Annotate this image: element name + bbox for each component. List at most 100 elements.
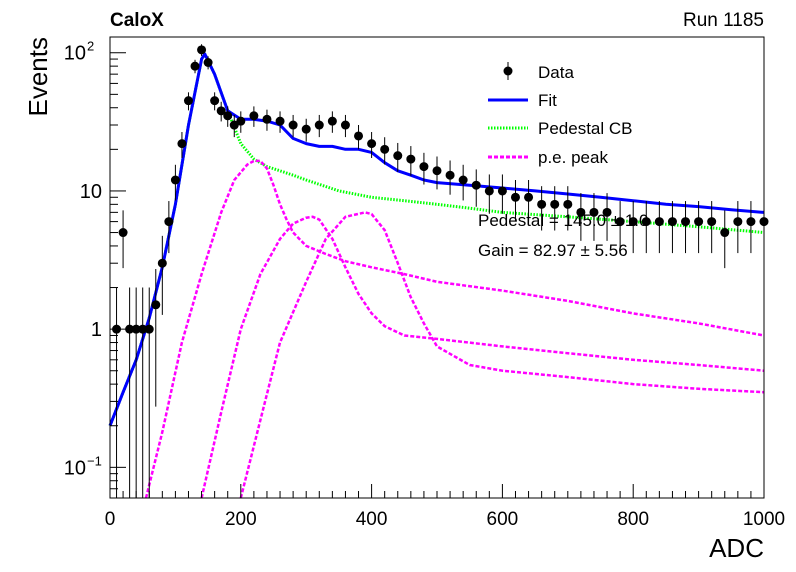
pe-peak-curve-1 <box>144 159 765 499</box>
data-marker <box>157 258 167 268</box>
data-marker <box>197 45 207 55</box>
data-point <box>628 201 638 254</box>
y-tick-label: 10 <box>64 43 86 65</box>
data-point <box>432 156 442 190</box>
data-point <box>654 201 664 254</box>
data-point <box>510 180 520 222</box>
data-marker <box>249 111 259 121</box>
data-point <box>203 56 213 70</box>
legend-data-marker <box>503 66 513 76</box>
data-marker <box>628 217 638 227</box>
x-tick-label: 800 <box>617 509 649 530</box>
data-marker <box>170 175 180 185</box>
x-tick-label: 600 <box>487 509 519 530</box>
pedestal-annotation: Pedestal = 145.0 ± 1.0 <box>478 211 648 230</box>
data-marker <box>497 186 507 196</box>
pe-peak-curve-3 <box>239 211 765 499</box>
data-point <box>380 137 390 165</box>
data-point <box>216 101 226 122</box>
data-point <box>112 287 122 498</box>
data-marker <box>367 139 377 149</box>
data-marker <box>419 162 429 172</box>
data-point <box>170 164 180 201</box>
data-marker <box>733 217 743 227</box>
data-point <box>249 106 259 127</box>
data-point <box>707 201 717 254</box>
data-point <box>641 201 651 254</box>
data-marker <box>406 154 416 164</box>
data-marker <box>681 217 691 227</box>
x-tick-label: 0 <box>105 509 116 530</box>
data-points-layer <box>112 44 769 498</box>
data-marker <box>484 186 494 196</box>
data-marker <box>471 180 481 190</box>
data-marker <box>210 96 220 106</box>
data-point <box>681 201 691 254</box>
data-marker <box>380 144 390 154</box>
data-point <box>497 174 507 214</box>
y-tick-label: 10 <box>80 181 102 203</box>
legend: Data Fit Pedestal CB p.e. peak <box>488 62 633 167</box>
data-marker <box>118 228 128 238</box>
data-marker <box>183 96 193 106</box>
data-marker <box>177 139 187 149</box>
data-point <box>197 44 207 56</box>
data-marker <box>236 116 246 126</box>
data-marker <box>288 120 298 130</box>
run-label: Run 1185 <box>683 10 764 31</box>
data-marker <box>151 300 161 310</box>
data-point <box>125 287 135 498</box>
data-point <box>314 114 324 138</box>
data-point <box>367 132 377 159</box>
data-point <box>262 109 272 131</box>
data-point <box>190 59 200 74</box>
x-tick-label: 1000 <box>743 509 785 530</box>
data-point <box>393 142 403 172</box>
data-point <box>340 114 350 138</box>
data-point <box>164 201 174 254</box>
data-point <box>746 201 756 254</box>
legend-label-pedestal: Pedestal CB <box>538 119 633 138</box>
data-marker <box>131 324 141 334</box>
data-point <box>550 186 560 231</box>
data-point <box>537 186 547 231</box>
data-point <box>563 186 573 231</box>
data-point <box>406 146 416 176</box>
y-tick-label: 1 <box>91 319 102 341</box>
data-point <box>301 118 311 142</box>
data-marker <box>707 217 717 227</box>
data-point <box>275 111 285 133</box>
gain-annotation: Gain = 82.97 ± 5.56 <box>478 241 628 260</box>
data-point <box>183 92 193 111</box>
data-point <box>445 160 455 195</box>
data-marker <box>694 217 704 227</box>
data-marker <box>550 199 560 209</box>
y-axis-label: Events <box>23 37 53 117</box>
data-marker <box>314 120 324 130</box>
data-marker <box>524 192 534 202</box>
experiment-label: CaloX <box>110 10 164 31</box>
data-marker <box>340 120 350 130</box>
data-marker <box>327 116 337 126</box>
legend-label-data: Data <box>538 63 574 82</box>
y-tick-label: 10 <box>64 457 86 479</box>
data-marker <box>164 217 174 227</box>
x-axis-label: ADC <box>709 533 764 563</box>
data-marker <box>746 217 756 227</box>
data-marker <box>262 114 272 124</box>
data-marker <box>216 106 226 116</box>
pedestal-curve <box>108 52 765 427</box>
data-marker <box>563 199 573 209</box>
data-marker <box>229 120 239 130</box>
data-point <box>210 92 220 111</box>
axis-ticks <box>109 52 765 499</box>
legend-label-fit: Fit <box>538 91 557 110</box>
data-point <box>236 111 246 133</box>
data-point <box>138 287 148 498</box>
data-point <box>589 193 599 241</box>
data-marker <box>223 111 233 121</box>
data-point <box>471 169 481 207</box>
data-marker <box>654 217 664 227</box>
data-marker <box>432 166 442 176</box>
